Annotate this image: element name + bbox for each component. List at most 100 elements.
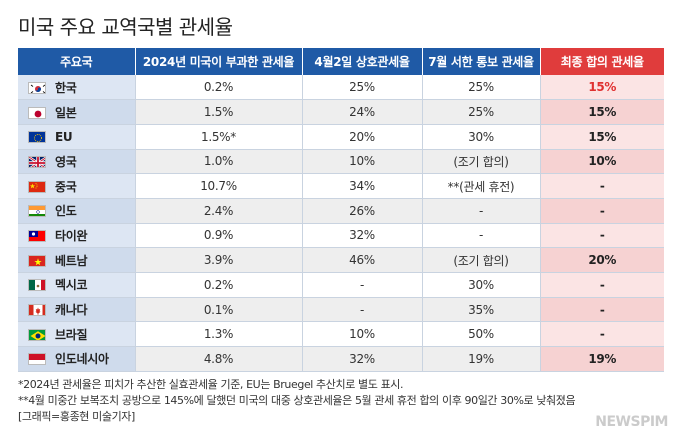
country-name: 중국 xyxy=(55,179,77,194)
header-final-rate: 최종 합의 관세율 xyxy=(540,48,664,75)
table-row: 일본 1.5% 24% 25% 15% xyxy=(18,99,664,125)
mx-flag-icon xyxy=(28,279,46,292)
country-cell: 일본 xyxy=(18,99,136,125)
rate-2024-cell: 4.8% xyxy=(135,346,303,372)
april-rate-cell: - xyxy=(302,297,423,323)
country-cell: 브라질 xyxy=(18,321,136,348)
april-rate-cell: 20% xyxy=(302,124,423,150)
april-rate-cell: 34% xyxy=(302,173,423,199)
table-row: 영국 1.0% 10% (조기 합의) 10% xyxy=(18,149,664,175)
final-rate-cell: - xyxy=(540,272,664,298)
july-rate-cell: (조기 합의) xyxy=(422,247,541,273)
table-row: 한국 0.2% 25% 25% 15% xyxy=(18,75,664,101)
final-rate-cell: 15% xyxy=(540,75,664,101)
final-rate-cell: - xyxy=(540,223,664,249)
table-row: 타이완 0.9% 32% - - xyxy=(18,223,664,249)
july-rate-cell: 50% xyxy=(422,321,541,348)
final-rate-cell: - xyxy=(540,198,664,224)
country-name: 캐나다 xyxy=(55,303,88,318)
footnote-credit: [그래픽=홍종현 미술기자] xyxy=(18,410,135,423)
vn-flag-icon xyxy=(28,254,46,267)
rate-2024-cell: 0.2% xyxy=(135,75,303,101)
april-rate-cell: 46% xyxy=(302,247,423,273)
july-rate-cell: 30% xyxy=(422,124,541,150)
rate-2024-cell: 1.3% xyxy=(135,321,303,348)
country-cell: 캐나다 xyxy=(18,297,136,323)
july-rate-cell: 35% xyxy=(422,297,541,323)
rate-2024-cell: 0.2% xyxy=(135,272,303,298)
country-name: 브라질 xyxy=(55,327,88,342)
table-row: 인도 2.4% 26% - - xyxy=(18,198,664,224)
cn-flag-icon xyxy=(28,180,46,193)
page-title: 미국 주요 교역국별 관세율 xyxy=(18,15,233,39)
header-july-rate: 7월 서한 통보 관세율 xyxy=(422,48,541,75)
rate-2024-cell: 1.5%* xyxy=(135,124,303,150)
country-name: 인도네시아 xyxy=(55,352,109,367)
country-cell: 인도네시아 xyxy=(18,346,136,372)
final-rate-cell: - xyxy=(540,297,664,323)
july-rate-cell: 25% xyxy=(422,99,541,125)
july-rate-cell: 19% xyxy=(422,346,541,372)
tariff-table: 주요국 2024년 미국이 부과한 관세율 4월2일 상호관세율 7월 서한 통… xyxy=(18,48,664,372)
rate-2024-cell: 10.7% xyxy=(135,173,303,199)
july-rate-cell: 25% xyxy=(422,75,541,101)
country-cell: 중국 xyxy=(18,173,136,199)
rate-2024-cell: 0.1% xyxy=(135,297,303,323)
country-cell: 인도 xyxy=(18,198,136,224)
ca-flag-icon xyxy=(28,304,46,317)
rate-2024-cell: 1.5% xyxy=(135,99,303,125)
july-rate-cell: - xyxy=(422,198,541,224)
country-cell: 영국 xyxy=(18,149,136,175)
table-row: 캐나다 0.1% -35% - xyxy=(18,297,664,323)
header-april-rate: 4월2일 상호관세율 xyxy=(302,48,423,75)
country-name: EU xyxy=(55,129,73,144)
final-rate-cell: - xyxy=(540,173,664,199)
country-name: 베트남 xyxy=(55,253,88,268)
july-rate-cell: **(관세 휴전) xyxy=(422,173,541,199)
jp-flag-icon xyxy=(28,106,46,119)
country-name: 멕시코 xyxy=(55,278,88,293)
country-cell: 한국 xyxy=(18,75,136,101)
table-row: 브라질 1.3% 10% 50% - xyxy=(18,321,664,348)
country-name: 타이완 xyxy=(55,228,88,243)
july-rate-cell: (조기 합의) xyxy=(422,149,541,175)
final-rate-cell: - xyxy=(540,321,664,348)
country-cell: 타이완 xyxy=(18,223,136,249)
table-row: 베트남 3.9% 46% (조기 합의) 20% xyxy=(18,247,664,273)
final-rate-cell: 10% xyxy=(540,149,664,175)
country-name: 영국 xyxy=(55,154,77,169)
april-rate-cell: 10% xyxy=(302,321,423,348)
rate-2024-cell: 3.9% xyxy=(135,247,303,273)
header-country: 주요국 xyxy=(18,48,136,75)
footnote-1: *2024년 관세율은 피치가 추산한 실효관세율 기준, EU는 Bruege… xyxy=(18,378,404,391)
april-rate-cell: 26% xyxy=(302,198,423,224)
rate-2024-cell: 0.9% xyxy=(135,223,303,249)
table-row: 인도네시아 4.8% 32% 19% 19% xyxy=(18,346,664,372)
country-name: 일본 xyxy=(55,105,77,120)
id-flag-icon xyxy=(28,353,46,366)
rate-2024-cell: 1.0% xyxy=(135,149,303,175)
country-name: 인도 xyxy=(55,204,77,219)
country-name: 한국 xyxy=(55,80,77,95)
kr-flag-icon xyxy=(28,81,46,94)
br-flag-icon xyxy=(28,328,46,341)
april-rate-cell: 32% xyxy=(302,223,423,249)
april-rate-cell: - xyxy=(302,272,423,298)
header-rate-2024: 2024년 미국이 부과한 관세율 xyxy=(135,48,303,75)
final-rate-cell: 15% xyxy=(540,124,664,150)
final-rate-cell: 19% xyxy=(540,346,664,372)
final-rate-cell: 20% xyxy=(540,247,664,273)
table-header-row: 주요국 2024년 미국이 부과한 관세율 4월2일 상호관세율 7월 서한 통… xyxy=(18,48,664,75)
april-rate-cell: 32% xyxy=(302,346,423,372)
april-rate-cell: 25% xyxy=(302,75,423,101)
eu-flag-icon xyxy=(28,130,46,143)
april-rate-cell: 10% xyxy=(302,149,423,175)
july-rate-cell: - xyxy=(422,223,541,249)
newspim-watermark: NEWSPIM xyxy=(595,414,668,430)
country-cell: 멕시코 xyxy=(18,272,136,298)
tw-flag-icon xyxy=(28,229,46,242)
table-row: EU 1.5%* 20% 30% 15% xyxy=(18,124,664,150)
footnote-2: **4월 미중간 보복조치 공방으로 145%에 달했던 미국의 대중 상호관세… xyxy=(18,394,576,407)
country-cell: 베트남 xyxy=(18,247,136,273)
in-flag-icon xyxy=(28,205,46,218)
